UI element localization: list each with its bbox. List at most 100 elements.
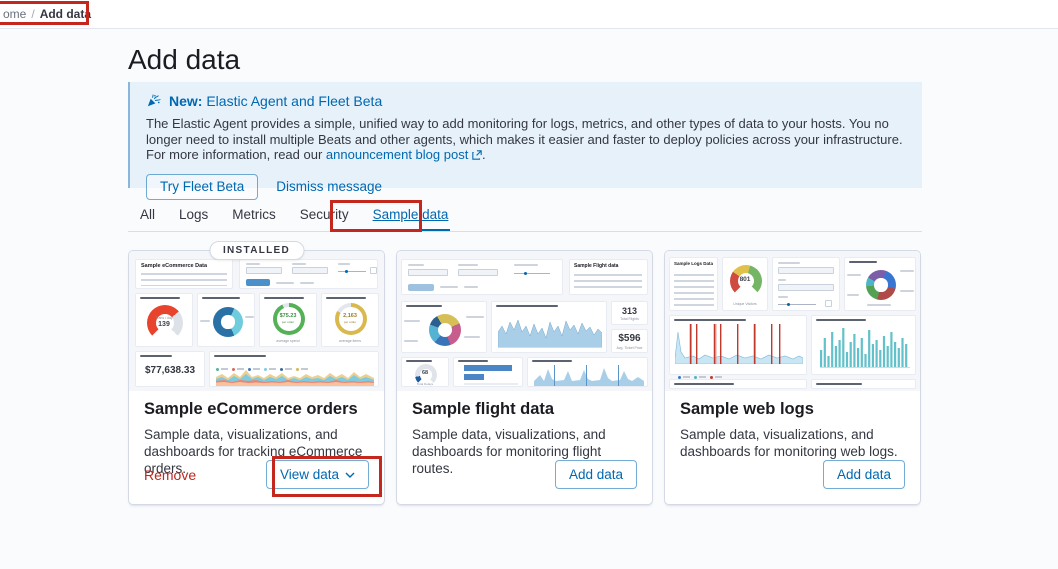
decor-panel-header [140, 355, 172, 357]
decor-label [847, 274, 861, 276]
add-data-button-web-logs[interactable]: Add data [822, 460, 905, 489]
thumb-select [458, 269, 498, 276]
thumb-panel-donut-orders [197, 293, 255, 347]
delays-gauge-value: 68 [421, 370, 429, 376]
main-content: Add data [128, 42, 922, 78]
card-sample-flights: Sample Flight data [396, 250, 653, 505]
ring-sub: per order [343, 320, 357, 324]
card-description: Sample data, visualizations, and dashboa… [680, 427, 898, 459]
callout-title: New: Elastic Agent and Fleet Beta [146, 93, 906, 109]
sample-data-cards: INSTALLED Sample eCommerce Data [128, 241, 921, 505]
thumb-panel-pages-donut [844, 257, 916, 311]
breadcrumb-home-link[interactable]: ome [3, 7, 27, 21]
thumb-panel-partial [669, 379, 807, 389]
visitors-gauge-label: Unique Visitors [733, 302, 757, 306]
decor-link [440, 286, 458, 288]
visitors-gauge-value: 801 [739, 276, 751, 283]
thumb-select [778, 284, 834, 291]
thumb-panel-avg-items: 2,163 per order average items [321, 293, 379, 347]
thumb-panel-avg-spend: $75.23 per order average spend [259, 293, 317, 347]
card-title: Sample flight data [412, 400, 555, 418]
total-flights-label: Total Flights [620, 317, 639, 321]
tab-sample-data[interactable]: Sample data [370, 207, 451, 231]
thumb-slider [338, 271, 366, 272]
add-data-button-flights[interactable]: Add data [554, 460, 637, 489]
card-footer: Add data [412, 460, 637, 489]
decor-label [514, 264, 538, 266]
try-fleet-beta-button[interactable]: Try Fleet Beta [146, 173, 259, 200]
thumb-slider-handle [524, 272, 527, 275]
revenue-metric-value: $77,638.33 [144, 365, 196, 376]
callout-actions: Try Fleet Beta Dismiss message [146, 173, 906, 200]
thumb-select [408, 269, 448, 276]
decor-label [900, 270, 914, 272]
callout-body-period: . [481, 147, 486, 162]
decor-panel-header [458, 360, 488, 362]
decor-label [338, 263, 350, 265]
decor-label [246, 263, 260, 265]
tab-all[interactable]: All [140, 207, 156, 222]
delays-gauge [415, 364, 437, 386]
ring-sub: per order [281, 320, 295, 324]
pages-donut-chart [866, 270, 896, 300]
decor-link [276, 282, 294, 284]
tab-metrics[interactable]: Metrics [232, 207, 276, 222]
decor-panel-header [674, 383, 734, 385]
red-gauge [147, 305, 183, 341]
area-chart-legend [216, 359, 312, 377]
thumb-panel-title: Sample Logs Data [674, 261, 714, 266]
flight-area-chart [498, 319, 602, 348]
decor-label [778, 262, 800, 264]
thumb-text-lines [141, 273, 227, 286]
decor-label [778, 279, 786, 281]
thumb-panel-delays-gauge: 68 Total Delays [401, 357, 449, 387]
thumb-slider-handle [787, 303, 790, 306]
ring-caption: average items [339, 339, 361, 343]
thumbnail-ecommerce-dashboard: Sample eCommerce Data Tr [129, 251, 384, 391]
card-sample-ecommerce: INSTALLED Sample eCommerce Data [128, 241, 385, 505]
thumb-panel-visitors-gauge: 801 Unique Visitors [722, 257, 768, 311]
thumb-panel-controls [239, 259, 378, 289]
thumb-slider [778, 304, 816, 305]
thumb-apply-button [408, 284, 434, 291]
decor-panel-header [674, 319, 746, 321]
area-chart-legend [678, 367, 726, 385]
ring-caption: average spend [276, 339, 300, 343]
thumb-panel-response-codes-chart [669, 315, 807, 379]
thumb-input-box [370, 267, 377, 274]
decor-label [867, 304, 891, 306]
decor-label [200, 320, 210, 322]
yellow-ring-chart [335, 303, 367, 335]
blue-donut-chart [213, 307, 243, 337]
ring-value: $75.23 [279, 313, 297, 319]
remove-link[interactable]: Remove [144, 466, 197, 483]
decor-link [464, 286, 478, 288]
tab-security[interactable]: Security [299, 207, 349, 222]
decor-panel-header [406, 360, 432, 362]
decor-panel-header [326, 297, 366, 299]
green-ring-chart [273, 303, 305, 335]
decor-label [900, 290, 914, 292]
thumb-panel-instructions: Sample Logs Data [669, 257, 718, 311]
delays-gauge-label: Total Delays [416, 382, 434, 386]
avg-ticket-price-value: $596 [618, 333, 641, 344]
thumb-apply-button [246, 279, 270, 286]
decor-panel-header [849, 261, 877, 263]
thumb-panel-delay-type-bars [453, 357, 523, 387]
decor-panel-header [202, 297, 240, 299]
data-category-tabs: All Logs Metrics Security Sample data [128, 203, 922, 232]
view-data-button[interactable]: View data [265, 460, 369, 489]
breadcrumb-separator: / [31, 7, 35, 21]
card-footer: Add data [680, 460, 905, 489]
tab-logs[interactable]: Logs [179, 207, 209, 222]
announcement-blog-post-link[interactable]: announcement blog post [325, 147, 469, 162]
thumb-panel-cancellations-chart [527, 357, 648, 387]
thumb-panel-total-flights: 313 Total Flights [611, 301, 648, 325]
page-title: Add data [128, 44, 241, 75]
thumb-input-box [825, 300, 832, 307]
dismiss-message-link[interactable]: Dismiss message [276, 179, 383, 194]
top-header-bar: ome / Add data [0, 0, 1058, 29]
decor-panel-header [264, 297, 304, 299]
thumbnail-flights-dashboard: Sample Flight data [397, 251, 652, 391]
thumbnail-logs-dashboard: Sample Logs Data 801 Unique Visitors [665, 251, 920, 391]
